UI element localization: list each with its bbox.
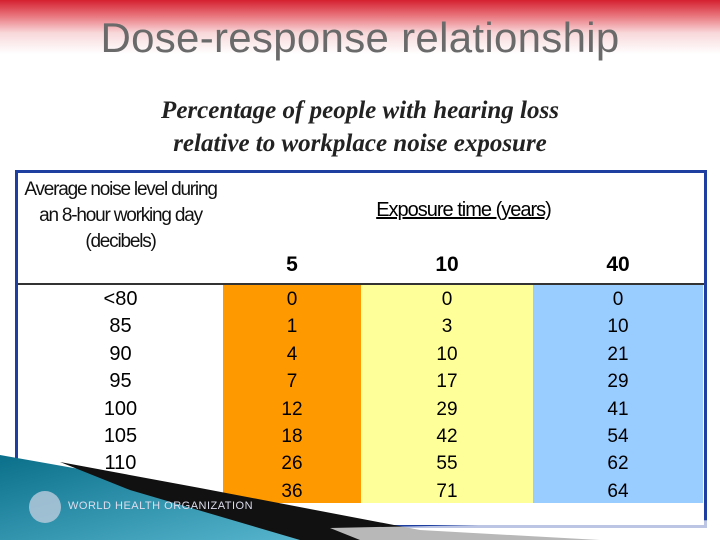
percentage-cell: 42: [436, 425, 458, 447]
percentage-cell: 17: [436, 371, 458, 393]
percentage-cell: 55: [436, 453, 458, 475]
column-header-40: 40: [606, 253, 630, 276]
percentage-cell: 29: [436, 398, 458, 420]
slide-header-band: [0, 0, 720, 60]
table-row: 105 18 42 54: [18, 423, 704, 450]
organization-name: WORLD HEALTH ORGANIZATION: [68, 500, 254, 512]
percentage-cell: 0: [441, 289, 453, 310]
table-caption: Percentage of people with hearing loss r…: [0, 94, 720, 160]
percentage-cell: 12: [281, 398, 303, 420]
percentage-cell: 64: [607, 480, 629, 502]
percentage-cell: 41: [607, 398, 629, 420]
percentage-cell: 62: [607, 453, 629, 475]
table-row: 90 4 10 21: [18, 341, 704, 368]
table-row: 110 26 55 62: [18, 450, 704, 477]
percentage-cell: 10: [436, 343, 458, 365]
data-table: Average noise level during an 8-hour wor…: [15, 170, 707, 528]
header-divider: [18, 283, 704, 285]
percentage-cell: 3: [441, 316, 453, 338]
caption-line-1: Percentage of people with hearing loss: [161, 97, 559, 124]
slide-title: Dose-response relationship: [100, 14, 620, 61]
noise-level-cell: 90: [109, 342, 132, 365]
row-header: Average noise level during an 8-hour wor…: [24, 179, 218, 252]
noise-level-cell: 100: [103, 397, 138, 420]
percentage-cell: 0: [286, 289, 298, 310]
percentage-cell: 21: [607, 343, 629, 365]
percentage-cell: 54: [607, 425, 629, 447]
table-body: <80 0 0 0 85 1 3 10 90 4 10 21 95 7 17 29 100 12 29 41 105 18…: [18, 286, 704, 505]
percentage-cell: 4: [286, 343, 298, 365]
percentage-cell: 1: [286, 316, 298, 338]
table-row: 85 1 3 10: [18, 313, 704, 340]
table-row: <80 0 0 0: [18, 286, 704, 313]
percentage-cell: 0: [612, 289, 624, 310]
noise-level-cell: 105: [103, 424, 138, 447]
caption-line-2: relative to workplace noise exposure: [173, 130, 547, 157]
noise-level-cell: <80: [103, 288, 138, 310]
table-row: 100 12 29 41: [18, 396, 704, 423]
percentage-cell: 10: [607, 316, 629, 338]
noise-level-cell: 95: [109, 370, 132, 393]
noise-level-cell: 110: [104, 452, 137, 475]
percentage-cell: 71: [436, 480, 458, 502]
percentage-cell: 18: [281, 425, 303, 447]
who-logo-icon: [29, 491, 61, 523]
column-header-10: 10: [435, 253, 459, 276]
noise-level-cell: 85: [109, 315, 132, 338]
table-row: 95 7 17 29: [18, 368, 704, 395]
percentage-cell: 7: [286, 371, 298, 393]
percentage-cell: 26: [281, 453, 303, 475]
column-group-header: Exposure time (years): [376, 199, 552, 221]
percentage-cell: 29: [607, 371, 629, 393]
column-header-5: 5: [286, 253, 298, 276]
